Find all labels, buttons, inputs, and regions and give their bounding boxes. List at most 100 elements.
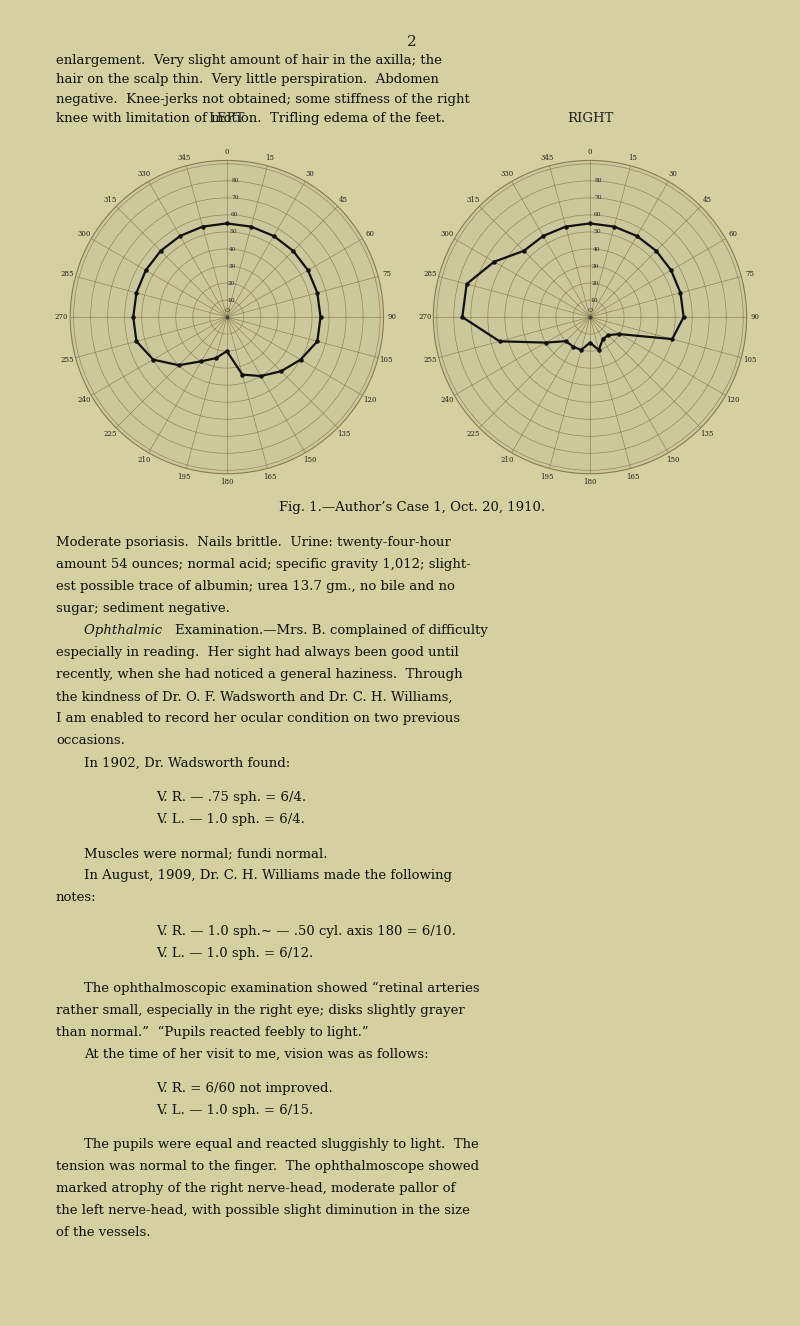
Text: than normal.”  “Pupils reacted feebly to light.”: than normal.” “Pupils reacted feebly to … [56, 1026, 369, 1038]
Text: 270: 270 [55, 313, 69, 321]
Text: enlargement.  Very slight amount of hair in the axilla; the
hair on the scalp th: enlargement. Very slight amount of hair … [56, 54, 470, 125]
Title: LEFT: LEFT [209, 111, 245, 125]
Text: V. R. — 1.0 sph.∼ — .50 cyl. axis 180 = 6/10.: V. R. — 1.0 sph.∼ — .50 cyl. axis 180 = … [156, 926, 455, 939]
Text: 45: 45 [702, 196, 711, 204]
Text: 30: 30 [668, 170, 677, 178]
Text: 240: 240 [77, 395, 90, 403]
Text: 315: 315 [466, 196, 480, 204]
Text: of the vessels.: of the vessels. [56, 1227, 150, 1240]
Text: 225: 225 [466, 430, 480, 438]
Text: 330: 330 [138, 170, 151, 178]
Text: I am enabled to record her ocular condition on two previous: I am enabled to record her ocular condit… [56, 712, 460, 725]
Text: 50: 50 [593, 229, 601, 235]
Text: V. L. — 1.0 sph. = 6/12.: V. L. — 1.0 sph. = 6/12. [156, 947, 313, 960]
Text: 10: 10 [590, 297, 598, 302]
Text: 285: 285 [424, 271, 438, 278]
Text: 240: 240 [440, 395, 454, 403]
Text: recently, when she had noticed a general haziness.  Through: recently, when she had noticed a general… [56, 668, 462, 682]
Text: 70: 70 [594, 195, 602, 200]
Text: 330: 330 [501, 170, 514, 178]
Text: the left nerve-head, with possible slight diminution in the size: the left nerve-head, with possible sligh… [56, 1204, 470, 1217]
Text: The pupils were equal and reacted sluggishly to light.  The: The pupils were equal and reacted sluggi… [85, 1138, 479, 1151]
Text: 40: 40 [592, 247, 600, 252]
Text: 20: 20 [591, 281, 598, 285]
Text: 180: 180 [583, 479, 597, 487]
Text: 75: 75 [382, 271, 391, 278]
Text: Muscles were normal; fundi normal.: Muscles were normal; fundi normal. [85, 847, 328, 861]
Text: 60: 60 [230, 212, 238, 217]
Text: 75: 75 [745, 271, 754, 278]
Text: 0: 0 [225, 149, 229, 156]
Text: 315: 315 [103, 196, 117, 204]
Text: 60: 60 [594, 212, 601, 217]
Text: 15: 15 [628, 154, 638, 162]
Text: 120: 120 [726, 395, 740, 403]
Text: sugar; sediment negative.: sugar; sediment negative. [56, 602, 230, 615]
Text: 2: 2 [407, 36, 417, 49]
Text: tension was normal to the finger.  The ophthalmoscope showed: tension was normal to the finger. The op… [56, 1160, 479, 1174]
Text: 105: 105 [742, 355, 756, 363]
Title: RIGHT: RIGHT [567, 111, 613, 125]
Text: 210: 210 [138, 456, 151, 464]
Text: In August, 1909, Dr. C. H. Williams made the following: In August, 1909, Dr. C. H. Williams made… [85, 869, 453, 882]
Text: 255: 255 [61, 355, 74, 363]
Text: 50: 50 [230, 229, 238, 235]
Text: 300: 300 [77, 231, 90, 239]
Text: 60: 60 [366, 231, 374, 239]
Text: 80: 80 [594, 179, 602, 183]
Text: 135: 135 [337, 430, 350, 438]
Text: O: O [587, 308, 593, 313]
Text: In 1902, Dr. Wadsworth found:: In 1902, Dr. Wadsworth found: [85, 757, 290, 769]
Text: 90: 90 [387, 313, 397, 321]
Text: 255: 255 [424, 355, 438, 363]
Text: V. R. — .75 sph. = 6/4.: V. R. — .75 sph. = 6/4. [156, 790, 306, 804]
Text: 10: 10 [227, 297, 235, 302]
Text: V. L. — 1.0 sph. = 6/15.: V. L. — 1.0 sph. = 6/15. [156, 1105, 313, 1116]
Text: 45: 45 [339, 196, 348, 204]
Text: 165: 165 [263, 472, 276, 480]
Text: V. R. = 6/60 not improved.: V. R. = 6/60 not improved. [156, 1082, 333, 1095]
Text: O: O [224, 308, 230, 313]
Text: the kindness of Dr. O. F. Wadsworth and Dr. C. H. Williams,: the kindness of Dr. O. F. Wadsworth and … [56, 691, 453, 703]
Text: 80: 80 [232, 179, 239, 183]
Text: 30: 30 [229, 264, 236, 269]
Text: notes:: notes: [56, 891, 97, 904]
Text: V. L. — 1.0 sph. = 6/4.: V. L. — 1.0 sph. = 6/4. [156, 813, 305, 826]
Text: 90: 90 [750, 313, 760, 321]
Text: especially in reading.  Her sight had always been good until: especially in reading. Her sight had alw… [56, 646, 458, 659]
Text: marked atrophy of the right nerve-head, moderate pallor of: marked atrophy of the right nerve-head, … [56, 1183, 455, 1195]
Text: 165: 165 [626, 472, 639, 480]
Text: The ophthalmoscopic examination showed “retinal arteries: The ophthalmoscopic examination showed “… [85, 981, 480, 994]
Text: 285: 285 [61, 271, 74, 278]
Text: 135: 135 [700, 430, 714, 438]
Text: 195: 195 [178, 472, 191, 480]
Text: 30: 30 [305, 170, 314, 178]
Text: Ophthalmic: Ophthalmic [85, 625, 167, 638]
Text: 150: 150 [302, 456, 316, 464]
Text: rather small, especially in the right eye; disks slightly grayer: rather small, especially in the right ey… [56, 1004, 465, 1017]
Text: 30: 30 [592, 264, 599, 269]
Text: At the time of her visit to me, vision was as follows:: At the time of her visit to me, vision w… [85, 1048, 429, 1061]
Text: Examination.—Mrs. B. complained of difficulty: Examination.—Mrs. B. complained of diffi… [174, 625, 487, 638]
Text: 20: 20 [228, 281, 235, 285]
Text: 345: 345 [541, 154, 554, 162]
Text: 180: 180 [220, 479, 234, 487]
Text: 120: 120 [363, 395, 377, 403]
Text: 225: 225 [103, 430, 117, 438]
Text: Fig. 1.—Author’s Case 1, Oct. 20, 1910.: Fig. 1.—Author’s Case 1, Oct. 20, 1910. [279, 501, 545, 514]
Text: 105: 105 [380, 355, 393, 363]
Text: 150: 150 [666, 456, 679, 464]
Text: est possible trace of albumin; urea 13.7 gm., no bile and no: est possible trace of albumin; urea 13.7… [56, 579, 455, 593]
Text: 15: 15 [265, 154, 274, 162]
Text: 70: 70 [231, 195, 238, 200]
Text: 210: 210 [501, 456, 514, 464]
Text: occasions.: occasions. [56, 735, 125, 748]
Text: Moderate psoriasis.  Nails brittle.  Urine: twenty-four-hour: Moderate psoriasis. Nails brittle. Urine… [56, 536, 451, 549]
Text: 345: 345 [178, 154, 191, 162]
Text: 300: 300 [440, 231, 454, 239]
Text: 40: 40 [230, 247, 237, 252]
Text: amount 54 ounces; normal acid; specific gravity 1,012; slight-: amount 54 ounces; normal acid; specific … [56, 558, 470, 572]
Text: 270: 270 [418, 313, 431, 321]
Text: 0: 0 [588, 149, 592, 156]
Text: 195: 195 [541, 472, 554, 480]
